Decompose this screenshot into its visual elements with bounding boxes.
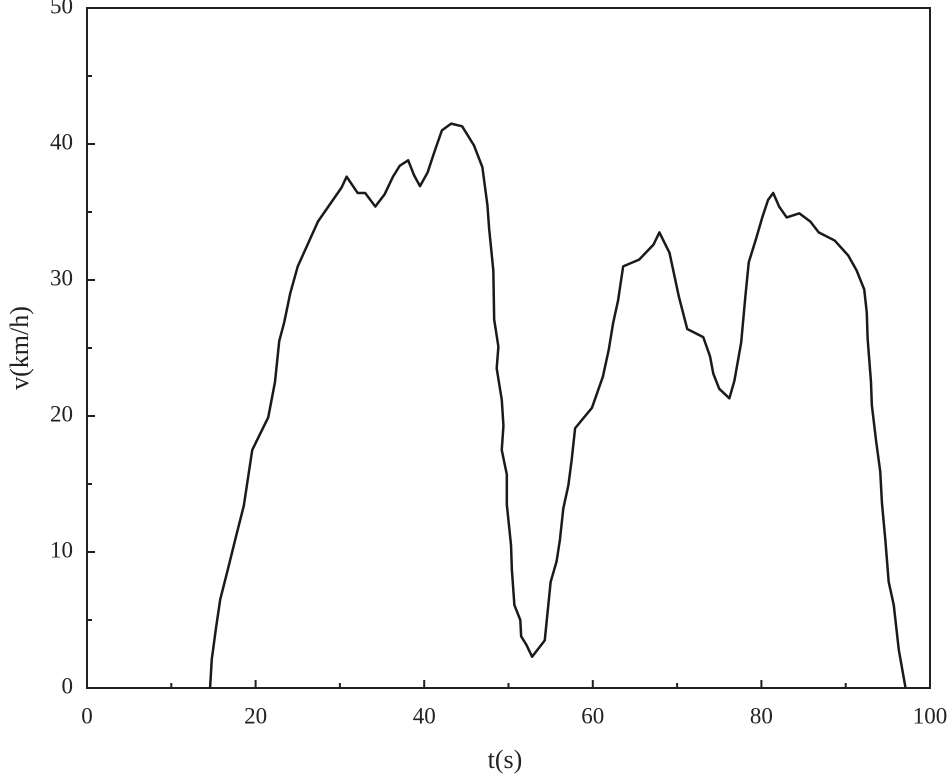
y-axis-title: v(km/h)	[5, 306, 34, 390]
x-tick-label: 40	[413, 703, 436, 728]
y-tick-label: 20	[50, 401, 73, 426]
line-series	[208, 122, 907, 689]
x-tick-label: 0	[81, 703, 93, 728]
x-axis-title: t(s)	[488, 745, 523, 774]
y-tick-label: 0	[62, 673, 74, 698]
x-tick-label: 60	[581, 703, 604, 728]
y-tick-label: 30	[50, 265, 73, 290]
y-tick-label: 50	[50, 0, 73, 18]
y-tick-label: 10	[50, 537, 73, 562]
x-tick-label: 100	[913, 703, 948, 728]
x-tick-label: 20	[244, 703, 267, 728]
x-tick-label: 80	[750, 703, 773, 728]
y-tick-label: 40	[50, 129, 73, 154]
plot-frame	[86, 7, 931, 689]
